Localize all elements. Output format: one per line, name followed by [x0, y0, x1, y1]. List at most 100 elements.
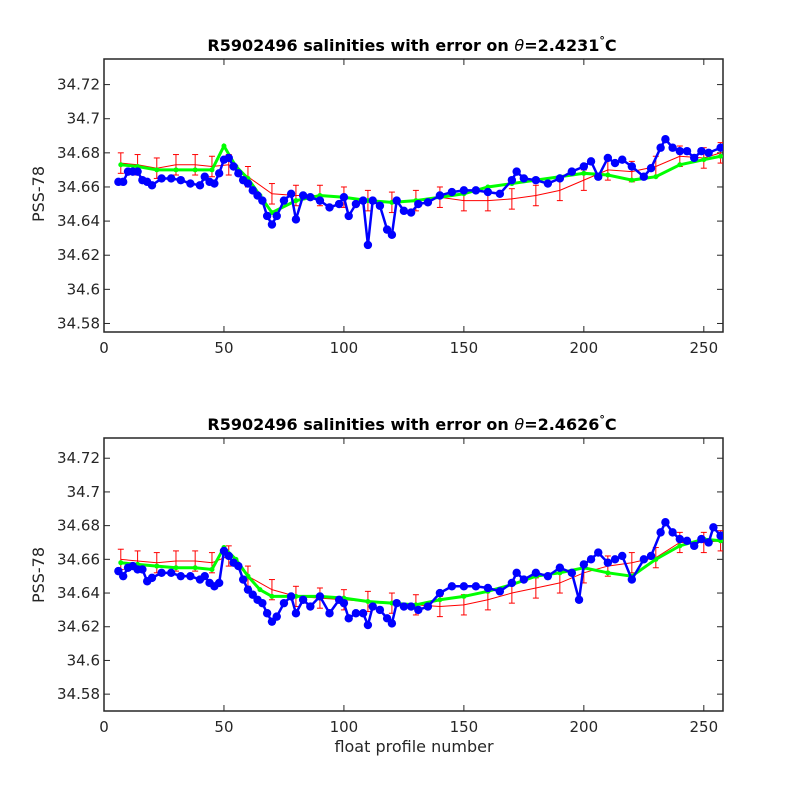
series-point-float-salinity [406, 602, 416, 611]
series-point-float-salinity [229, 162, 238, 171]
series-point-float-salinity [447, 582, 457, 591]
series-point-float-salinity [423, 198, 433, 207]
series-point-float-salinity [286, 592, 296, 601]
series-point-float-salinity [176, 175, 185, 185]
series-point-float-salinity [567, 568, 577, 578]
x-tick-label: 0 [99, 718, 109, 736]
series-point-mapped-salinity [437, 597, 443, 603]
x-tick-label: 50 [214, 718, 233, 736]
series-point-float-salinity [656, 143, 665, 152]
series-point-float-salinity [258, 598, 267, 608]
series-point-float-salinity [483, 187, 493, 197]
series-point-float-salinity [594, 172, 603, 181]
chart-top-series-group [114, 134, 723, 250]
series-point-float-salinity [697, 146, 706, 156]
series-point-mapped-salinity [192, 167, 198, 173]
series-point-mapped-salinity [701, 157, 707, 163]
y-tick-label: 34.66 [57, 178, 100, 196]
series-point-float-salinity [166, 568, 176, 578]
series-point-float-salinity [210, 179, 219, 188]
series-point-float-salinity [399, 602, 409, 611]
x-tick-label: 200 [570, 339, 599, 357]
chart-top-plot-area: 0 50 100 150 200 250 34.58 34.6 34.62 34.64 34.66 3… [57, 58, 724, 357]
series-point-float-salinity [690, 153, 699, 163]
series-point-float-salinity [363, 240, 373, 250]
series-point-float-salinity [234, 169, 243, 178]
x-tick-label: 250 [689, 339, 718, 357]
series-point-float-salinity [682, 146, 692, 156]
series-point-float-salinity [459, 186, 469, 195]
series-point-float-salinity [697, 534, 706, 544]
chart-bottom-title: R5902496 salinities with error on θ=2.46… [207, 413, 616, 434]
series-point-float-salinity [138, 565, 147, 574]
series-point-float-salinity [414, 199, 423, 209]
series-point-float-salinity [291, 609, 301, 618]
series-point-float-salinity [279, 598, 289, 608]
series-point-float-salinity [574, 595, 584, 604]
series-point-float-salinity [224, 153, 233, 163]
series-point-float-salinity [200, 571, 209, 581]
series-point-mapped-salinity [677, 543, 683, 549]
series-point-float-salinity [627, 575, 637, 584]
y-tick-label: 34.7 [67, 110, 100, 128]
series-point-float-salinity [555, 563, 565, 572]
series-point-float-salinity [358, 196, 368, 205]
series-point-float-salinity [234, 561, 243, 571]
series-point-float-salinity [555, 174, 565, 183]
x-tick-label: 100 [330, 718, 359, 736]
series-point-float-salinity [339, 193, 349, 202]
series-point-float-salinity [610, 555, 620, 564]
series-point-float-salinity [646, 164, 656, 173]
series-point-float-salinity [262, 211, 272, 221]
series-point-float-salinity [339, 598, 349, 608]
series-point-float-salinity [519, 174, 529, 183]
series-point-float-salinity [118, 177, 128, 187]
chart-top: R5902496 salinities with error on θ=2.42… [29, 34, 724, 357]
y-tick-label: 34.68 [57, 517, 100, 535]
chart-top-ylabel: PSS-78 [29, 166, 48, 222]
y-tick-label: 34.58 [57, 685, 100, 703]
series-point-float-salinity [286, 189, 296, 198]
y-tick-label: 34.72 [57, 76, 100, 94]
series-point-float-salinity [195, 181, 205, 190]
series-point-mapped-salinity [154, 167, 160, 173]
series-point-float-salinity [675, 146, 685, 156]
series-point-float-salinity [704, 538, 713, 547]
series-point-mapped-salinity [461, 593, 467, 599]
series-point-float-salinity [646, 551, 656, 561]
series-point-float-salinity [392, 196, 401, 205]
series-point-mapped-salinity [209, 566, 215, 572]
series-point-float-salinity [435, 588, 445, 598]
series-point-float-salinity [351, 609, 361, 618]
series-point-float-salinity [344, 211, 353, 221]
y-tick-label: 34.7 [67, 483, 100, 501]
series-point-float-salinity [495, 587, 505, 596]
series-point-float-salinity [363, 620, 373, 630]
y-tick-label: 34.62 [57, 618, 100, 636]
series-point-float-salinity [375, 605, 385, 615]
series-point-float-salinity [543, 571, 553, 581]
series-point-float-salinity [618, 155, 627, 164]
series-point-mapped-salinity [581, 170, 587, 176]
series-point-float-salinity [423, 602, 433, 611]
series-point-mapped-salinity [629, 177, 635, 183]
series-point-float-salinity [325, 203, 334, 212]
series-point-float-salinity [716, 531, 723, 540]
y-tick-label: 34.68 [57, 144, 100, 162]
series-point-float-salinity [675, 534, 685, 544]
series-point-float-salinity [344, 614, 353, 623]
series-point-float-salinity [298, 191, 308, 200]
series-point-float-salinity [668, 143, 677, 152]
series-point-mapped-salinity [173, 565, 179, 571]
series-point-float-salinity [661, 518, 670, 527]
series-point-mapped-salinity [293, 198, 299, 204]
series-point-mapped-salinity [718, 153, 723, 159]
series-point-float-salinity [238, 575, 248, 584]
series-point-float-salinity [392, 598, 401, 608]
x-tick-label: 100 [330, 339, 359, 357]
series-point-float-salinity [704, 148, 713, 158]
chart-bottom-ylabel: PSS-78 [29, 547, 48, 603]
series-point-mapped-salinity [221, 143, 227, 149]
series-line-mapped-salinity [120, 142, 721, 215]
